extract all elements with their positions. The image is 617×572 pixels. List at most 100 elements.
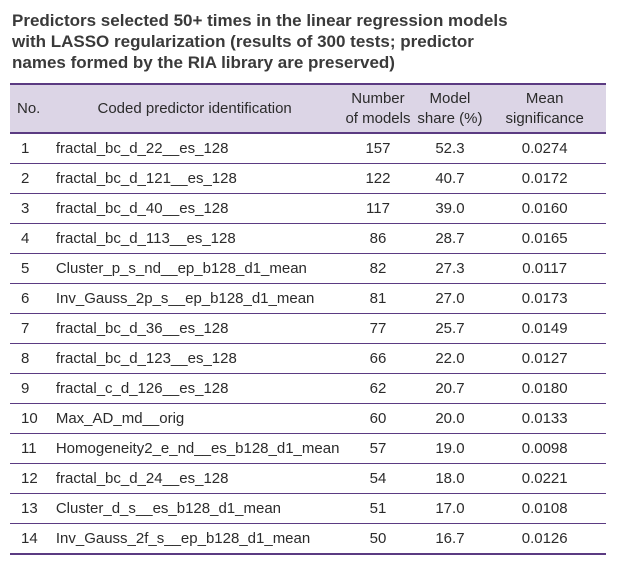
cell-no: 10 [10,403,50,434]
header-number-of-models: Number of models [339,83,417,134]
cell-model-share: 20.7 [416,373,484,404]
cell-mean-significance: 0.0221 [483,463,606,494]
header-share-line-1: Model [429,89,471,107]
cell-predictor-id: Homogeneity2_e_nd__es_b128_d1_mean [49,433,340,464]
cell-model-share: 20.0 [416,403,484,434]
cell-no: 3 [10,193,50,224]
table-row: 4 fractal_bc_d_113__es_128 86 28.7 0.016… [10,223,606,254]
table-body: 1 fractal_bc_d_22__es_128 157 52.3 0.027… [10,133,606,555]
cell-predictor-id: Inv_Gauss_2f_s__ep_b128_d1_mean [49,523,340,555]
cell-predictor-id: fractal_bc_d_36__es_128 [49,313,340,344]
table-row: 12 fractal_bc_d_24__es_128 54 18.0 0.022… [10,463,606,494]
caption-line-1: Predictors selected 50+ times in the lin… [12,11,508,30]
table-row: 5 Cluster_p_s_nd__ep_b128_d1_mean 82 27.… [10,253,606,284]
header-mean-significance: Mean significance [483,83,606,134]
cell-model-share: 40.7 [416,163,484,194]
table-row: 7 fractal_bc_d_36__es_128 77 25.7 0.0149 [10,313,606,344]
table-row: 6 Inv_Gauss_2p_s__ep_b128_d1_mean 81 27.… [10,283,606,314]
cell-no: 6 [10,283,50,314]
table-container: No. Coded predictor identification Numbe… [10,83,606,555]
table-row: 13 Cluster_d_s__es_b128_d1_mean 51 17.0 … [10,493,606,524]
cell-mean-significance: 0.0127 [483,343,606,374]
cell-predictor-id: fractal_bc_d_40__es_128 [49,193,340,224]
cell-mean-significance: 0.0108 [483,493,606,524]
cell-predictor-id: fractal_bc_d_113__es_128 [49,223,340,254]
table-row: 11 Homogeneity2_e_nd__es_b128_d1_mean 57… [10,433,606,464]
cell-model-share: 25.7 [416,313,484,344]
header-no: No. [10,83,50,134]
cell-no: 5 [10,253,50,284]
header-sig-line-1: Mean [525,89,564,107]
cell-model-share: 27.0 [416,283,484,314]
cell-mean-significance: 0.0274 [483,133,606,164]
cell-mean-significance: 0.0173 [483,283,606,314]
cell-model-share: 19.0 [416,433,484,464]
header-sig-line-2: significance [505,109,584,127]
cell-number-of-models: 117 [339,193,417,224]
cell-model-share: 52.3 [416,133,484,164]
cell-no: 4 [10,223,50,254]
cell-number-of-models: 51 [339,493,417,524]
cell-number-of-models: 62 [339,373,417,404]
cell-number-of-models: 60 [339,403,417,434]
cell-number-of-models: 86 [339,223,417,254]
cell-predictor-id: Cluster_p_s_nd__ep_b128_d1_mean [49,253,340,284]
table-row: 9 fractal_c_d_126__es_128 62 20.7 0.0180 [10,373,606,404]
cell-mean-significance: 0.0133 [483,403,606,434]
cell-no: 2 [10,163,50,194]
cell-no: 11 [10,433,50,464]
cell-model-share: 18.0 [416,463,484,494]
cell-number-of-models: 54 [339,463,417,494]
cell-mean-significance: 0.0172 [483,163,606,194]
cell-model-share: 17.0 [416,493,484,524]
cell-no: 13 [10,493,50,524]
cell-number-of-models: 77 [339,313,417,344]
table-caption: Predictors selected 50+ times in the lin… [12,10,608,73]
table-row: 3 fractal_bc_d_40__es_128 117 39.0 0.016… [10,193,606,224]
cell-predictor-id: fractal_c_d_126__es_128 [49,373,340,404]
cell-mean-significance: 0.0126 [483,523,606,555]
table-row: 10 Max_AD_md__orig 60 20.0 0.0133 [10,403,606,434]
cell-mean-significance: 0.0149 [483,313,606,344]
cell-number-of-models: 82 [339,253,417,284]
cell-mean-significance: 0.0160 [483,193,606,224]
cell-predictor-id: fractal_bc_d_24__es_128 [49,463,340,494]
caption-line-2: with LASSO regularization (results of 30… [12,32,474,51]
cell-no: 12 [10,463,50,494]
cell-model-share: 28.7 [416,223,484,254]
cell-number-of-models: 66 [339,343,417,374]
header-number-line-1: Number [351,89,405,107]
table-row: 2 fractal_bc_d_121__es_128 122 40.7 0.01… [10,163,606,194]
cell-no: 8 [10,343,50,374]
cell-number-of-models: 50 [339,523,417,555]
header-model-share: Model share (%) [416,83,484,134]
cell-no: 1 [10,133,50,164]
header-share-line-2: share (%) [417,109,483,127]
header-row: No. Coded predictor identification Numbe… [10,83,606,134]
cell-model-share: 16.7 [416,523,484,555]
cell-model-share: 27.3 [416,253,484,284]
cell-mean-significance: 0.0180 [483,373,606,404]
table-row: 1 fractal_bc_d_22__es_128 157 52.3 0.027… [10,133,606,164]
header-number-line-2: of models [345,109,411,127]
cell-predictor-id: fractal_bc_d_22__es_128 [49,133,340,164]
header-predictor-id: Coded predictor identification [49,83,340,134]
cell-mean-significance: 0.0098 [483,433,606,464]
predictor-table: No. Coded predictor identification Numbe… [10,83,606,555]
cell-number-of-models: 81 [339,283,417,314]
cell-no: 14 [10,523,50,555]
cell-no: 7 [10,313,50,344]
table-row: 8 fractal_bc_d_123__es_128 66 22.0 0.012… [10,343,606,374]
cell-predictor-id: Cluster_d_s__es_b128_d1_mean [49,493,340,524]
cell-predictor-id: fractal_bc_d_123__es_128 [49,343,340,374]
cell-number-of-models: 57 [339,433,417,464]
cell-predictor-id: fractal_bc_d_121__es_128 [49,163,340,194]
cell-number-of-models: 157 [339,133,417,164]
table-header: No. Coded predictor identification Numbe… [10,83,606,134]
table-row: 14 Inv_Gauss_2f_s__ep_b128_d1_mean 50 16… [10,523,606,555]
caption-line-3: names formed by the RIA library are pres… [12,53,395,72]
cell-number-of-models: 122 [339,163,417,194]
cell-model-share: 22.0 [416,343,484,374]
cell-mean-significance: 0.0165 [483,223,606,254]
cell-no: 9 [10,373,50,404]
